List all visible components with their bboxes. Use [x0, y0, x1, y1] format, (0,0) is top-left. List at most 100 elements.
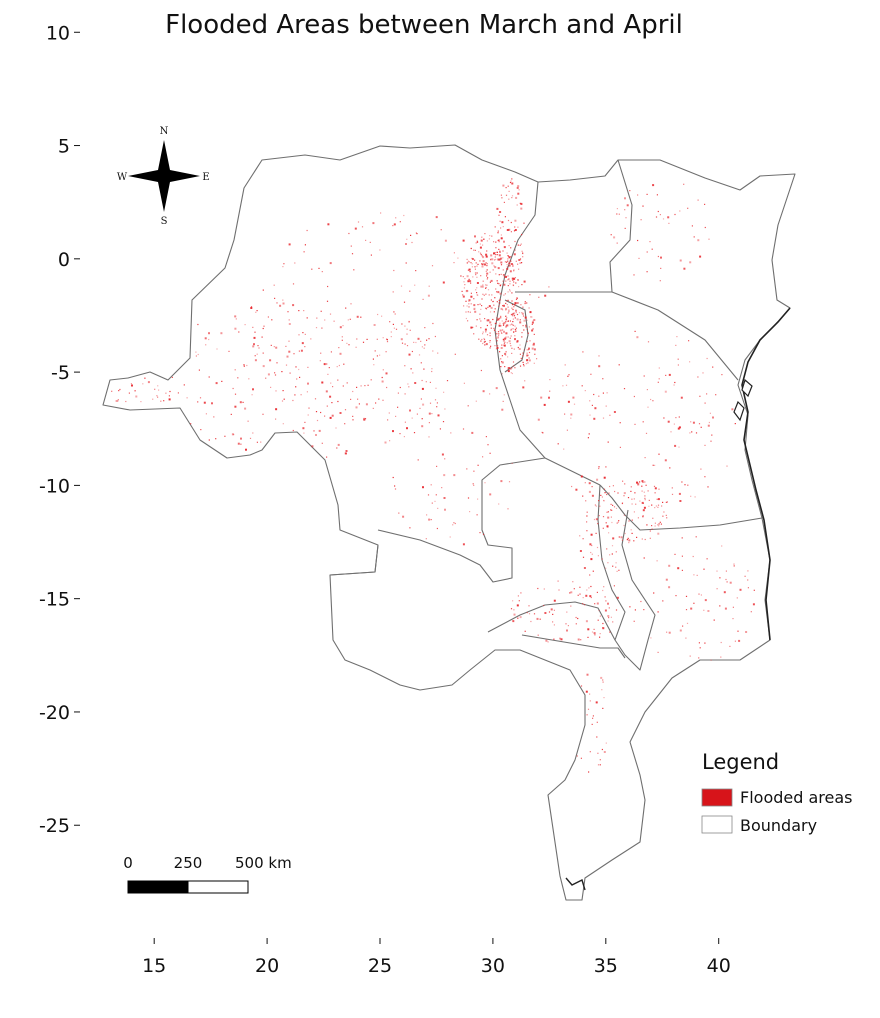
flood-speck: [386, 338, 388, 340]
flood-speck: [463, 287, 465, 289]
flood-speck: [444, 239, 447, 242]
flood-speck: [522, 363, 525, 366]
flood-speck: [731, 408, 734, 411]
flood-speck: [486, 269, 488, 271]
flood-speck: [692, 421, 695, 424]
flood-speck: [331, 414, 334, 417]
flood-speck: [585, 620, 588, 623]
flood-speck: [500, 332, 503, 334]
flood-speck: [544, 294, 547, 297]
flood-speck: [404, 393, 406, 395]
flood-speck: [503, 323, 505, 325]
flood-speck: [393, 327, 395, 329]
flood-speck: [739, 588, 742, 591]
y-tick-label: 10: [46, 22, 70, 44]
flood-speck: [256, 353, 258, 355]
flood-speck: [477, 263, 479, 265]
flood-speck: [321, 381, 324, 384]
flood-speck: [486, 324, 488, 327]
flood-speck: [647, 490, 649, 492]
flood-speck: [527, 332, 529, 334]
flood-speck: [163, 400, 165, 402]
flood-speck: [603, 500, 605, 502]
flood-speck: [577, 594, 579, 596]
flood-speck: [428, 518, 431, 521]
flood-speck: [507, 320, 509, 322]
flood-speck: [273, 346, 275, 348]
flood-speck: [418, 354, 421, 356]
flood-speck: [695, 536, 697, 538]
flood-speck: [637, 194, 639, 196]
x-tick-label: 35: [594, 955, 618, 977]
flood-speck: [500, 347, 503, 349]
flood-speck: [429, 381, 431, 383]
flood-speck: [454, 522, 456, 525]
flood-speck: [529, 340, 531, 342]
flood-speck: [498, 317, 500, 319]
flood-speck: [520, 243, 522, 245]
flood-speck: [537, 418, 540, 421]
flood-speck: [509, 270, 512, 273]
flood-speck: [616, 208, 618, 210]
flood-speck: [676, 336, 678, 338]
flood-speck: [518, 286, 520, 288]
flood-speck: [703, 568, 705, 570]
flood-speck: [481, 298, 483, 300]
flood-speck: [591, 553, 593, 555]
flood-speck: [526, 349, 528, 351]
flood-speck: [506, 304, 508, 306]
flood-speck: [345, 453, 347, 455]
flood-speck: [580, 685, 583, 687]
flood-speck: [491, 235, 493, 237]
flood-speck: [608, 617, 610, 619]
flood-speck: [622, 480, 624, 482]
flood-speck: [520, 592, 522, 594]
flood-speck: [594, 603, 596, 605]
flood-speck: [611, 545, 614, 547]
flood-speck: [525, 326, 527, 328]
flood-speck: [479, 243, 481, 245]
flood-speck: [509, 280, 511, 282]
flood-speck: [511, 277, 514, 280]
flood-speck: [592, 717, 594, 719]
flood-speck: [245, 448, 247, 451]
flood-speck: [648, 505, 650, 507]
flood-speck: [580, 475, 583, 478]
flood-speck: [198, 369, 200, 371]
flood-speck: [397, 392, 399, 394]
flood-speck: [510, 345, 512, 347]
flood-speck: [494, 266, 497, 269]
flood-speck: [616, 242, 618, 244]
flood-speck: [517, 617, 519, 619]
flood-speck: [197, 401, 199, 403]
flood-speck: [165, 392, 167, 394]
flood-speck: [344, 409, 347, 411]
flood-speck: [553, 609, 555, 611]
flood-speck: [329, 262, 332, 265]
flood-speck: [603, 488, 606, 490]
flood-speck: [623, 492, 626, 495]
flood-speck: [503, 338, 505, 340]
flood-speck: [480, 369, 482, 372]
flood-speck: [510, 221, 512, 224]
flood-speck: [602, 681, 604, 683]
flood-speck: [678, 426, 681, 429]
flood-speck: [496, 280, 498, 282]
flood-speck: [592, 570, 594, 572]
flood-speck: [514, 317, 516, 319]
flood-speck: [374, 350, 376, 352]
flood-speck: [471, 266, 473, 268]
flood-speck: [508, 245, 510, 247]
flood-speck: [390, 336, 392, 338]
flood-speck: [500, 480, 503, 483]
flood-speck: [645, 432, 648, 434]
flood-speck: [511, 352, 513, 354]
flood-speck: [636, 481, 638, 484]
flood-speck: [475, 262, 477, 264]
flood-speck: [483, 341, 485, 343]
flood-speck: [513, 269, 515, 271]
flood-speck: [405, 262, 407, 264]
flood-speck: [586, 511, 588, 513]
flood-speck: [470, 262, 472, 264]
